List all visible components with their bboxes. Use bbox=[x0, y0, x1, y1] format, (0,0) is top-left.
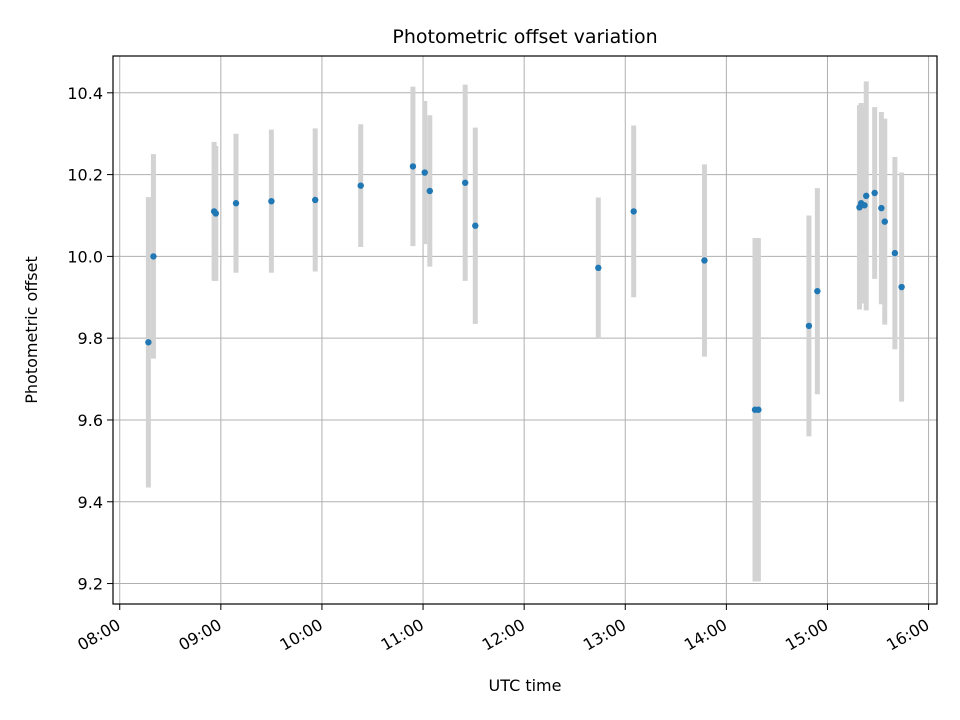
y-axis-ticks: 9.2 9.4 9.6 9.8 10.0 10.2 10.4 bbox=[67, 84, 113, 594]
data-point bbox=[421, 169, 428, 176]
data-point bbox=[630, 208, 637, 215]
y-tick-label: 10.0 bbox=[67, 247, 103, 266]
x-axis-label: UTC time bbox=[489, 676, 562, 695]
y-tick-label: 10.4 bbox=[67, 84, 103, 103]
data-point bbox=[150, 253, 157, 260]
data-point bbox=[861, 202, 868, 209]
y-tick-label: 9.6 bbox=[78, 411, 103, 430]
data-point bbox=[814, 287, 821, 295]
data-point bbox=[426, 187, 433, 195]
data-point bbox=[805, 322, 813, 330]
data-point bbox=[898, 283, 905, 291]
data-point bbox=[145, 339, 152, 346]
data-point bbox=[357, 182, 364, 189]
data-point bbox=[878, 204, 885, 212]
y-tick-label: 9.8 bbox=[78, 329, 103, 348]
data-point bbox=[881, 218, 888, 225]
data-point bbox=[409, 163, 417, 170]
data-points bbox=[145, 163, 905, 413]
y-axis-label: Photometric offset bbox=[22, 256, 41, 404]
data-point bbox=[871, 189, 878, 197]
data-point bbox=[472, 222, 479, 229]
plot-frame bbox=[112, 55, 938, 605]
chart-title: Photometric offset variation bbox=[392, 26, 657, 48]
data-point bbox=[863, 192, 870, 200]
data-point bbox=[312, 196, 319, 204]
data-point bbox=[212, 210, 219, 217]
y-tick-label: 10.2 bbox=[67, 166, 103, 185]
data-point bbox=[595, 264, 602, 272]
y-tick-label: 9.4 bbox=[78, 493, 103, 512]
data-point bbox=[268, 197, 275, 205]
data-point bbox=[755, 406, 762, 413]
grid-lines bbox=[113, 56, 937, 604]
data-point bbox=[232, 200, 240, 207]
data-point bbox=[461, 179, 469, 186]
y-tick-label: 9.2 bbox=[78, 575, 103, 594]
data-point bbox=[891, 249, 899, 257]
data-point bbox=[701, 257, 708, 264]
